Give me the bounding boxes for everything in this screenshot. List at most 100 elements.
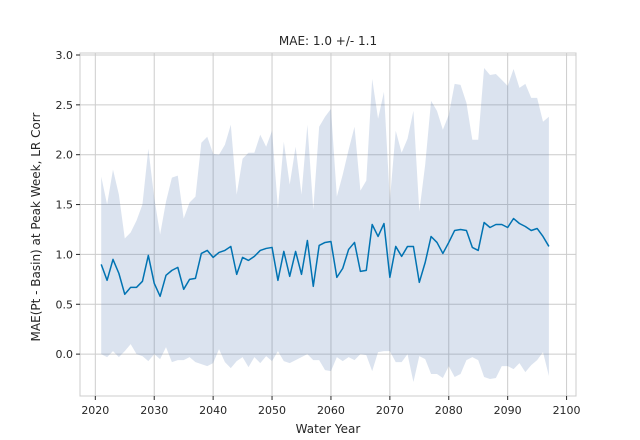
data-point <box>418 281 420 283</box>
data-point <box>206 249 208 251</box>
data-point <box>460 228 462 230</box>
data-point <box>253 255 255 257</box>
data-point <box>259 249 261 251</box>
data-point <box>183 288 185 290</box>
data-point <box>513 218 515 220</box>
data-point <box>212 256 214 258</box>
data-point <box>536 227 538 229</box>
data-point <box>436 241 438 243</box>
data-point <box>495 224 497 226</box>
data-point <box>501 224 503 226</box>
data-point <box>518 223 520 225</box>
y-tick-label: 1.0 <box>56 248 74 261</box>
data-point <box>507 226 509 228</box>
data-point <box>236 273 238 275</box>
y-tick-label: 3.0 <box>56 49 74 62</box>
data-point <box>477 249 479 251</box>
data-point <box>177 266 179 268</box>
y-tick-label: 0.0 <box>56 348 74 361</box>
data-point <box>194 277 196 279</box>
data-point <box>407 245 409 247</box>
data-point <box>412 245 414 247</box>
data-point <box>147 254 149 256</box>
data-point <box>342 267 344 269</box>
grid <box>80 53 576 396</box>
data-point <box>318 244 320 246</box>
data-point <box>283 250 285 252</box>
data-point <box>348 248 350 250</box>
data-point <box>289 275 291 277</box>
data-point <box>189 278 191 280</box>
y-axis: 0.0 0.5 1.0 1.5 2.0 2.5 3.0 <box>56 49 80 361</box>
data-point <box>336 276 338 278</box>
plot-area <box>80 53 576 396</box>
data-point <box>136 286 138 288</box>
data-point <box>548 245 550 247</box>
series-line <box>100 217 550 298</box>
data-point <box>542 235 544 237</box>
x-tick-label: 2020 <box>81 404 109 417</box>
data-point <box>242 256 244 258</box>
data-point <box>165 274 167 276</box>
data-point <box>312 285 314 287</box>
data-point <box>200 252 202 254</box>
chart-title: MAE: 1.0 +/- 1.1 <box>279 34 377 48</box>
data-point <box>465 229 467 231</box>
data-point <box>277 279 279 281</box>
y-tick-label: 1.5 <box>56 199 74 212</box>
axes-frame <box>79 52 577 397</box>
x-axis: 2020 2030 2040 2050 2060 2070 2080 2090 2100 <box>81 396 581 417</box>
data-point <box>171 269 173 271</box>
data-point <box>112 258 114 260</box>
x-tick-label: 2040 <box>199 404 227 417</box>
data-point <box>247 259 249 261</box>
data-point <box>489 226 491 228</box>
confidence-band <box>101 67 549 383</box>
data-point <box>395 245 397 247</box>
data-point <box>118 272 120 274</box>
data-point <box>224 249 226 251</box>
data-point <box>130 286 132 288</box>
axes-spine <box>79 52 577 397</box>
data-point <box>300 273 302 275</box>
data-point <box>471 246 473 248</box>
data-point <box>401 255 403 257</box>
data-point <box>389 276 391 278</box>
data-point <box>454 229 456 231</box>
data-point <box>230 245 232 247</box>
data-point <box>442 252 444 254</box>
x-tick-label: 2060 <box>317 404 345 417</box>
data-point <box>100 263 102 265</box>
data-point <box>306 239 308 241</box>
data-point <box>371 224 373 226</box>
x-tick-label: 2080 <box>435 404 463 417</box>
data-point <box>530 229 532 231</box>
y-tick-label: 2.5 <box>56 99 74 112</box>
data-point <box>365 269 367 271</box>
data-point <box>483 222 485 224</box>
data-point <box>430 235 432 237</box>
y-tick-label: 2.0 <box>56 149 74 162</box>
x-tick-label: 2090 <box>494 404 522 417</box>
data-point <box>153 282 155 284</box>
data-point <box>159 295 161 297</box>
data-point <box>265 247 267 249</box>
data-point <box>424 261 426 263</box>
data-point <box>295 250 297 252</box>
data-point <box>124 293 126 295</box>
data-point <box>524 225 526 227</box>
data-point <box>377 235 379 237</box>
x-tick-label: 2030 <box>140 404 168 417</box>
x-tick-label: 2100 <box>553 404 581 417</box>
data-point <box>359 270 361 272</box>
data-point <box>448 241 450 243</box>
x-tick-label: 2070 <box>376 404 404 417</box>
x-tick-label: 2050 <box>258 404 286 417</box>
data-point <box>141 280 143 282</box>
data-point <box>324 241 326 243</box>
y-axis-label: MAE(Pt - Basin) at Peak Week, LR Corr <box>29 112 43 341</box>
data-point <box>106 279 108 281</box>
data-point <box>383 223 385 225</box>
x-axis-label: Water Year <box>296 422 361 436</box>
